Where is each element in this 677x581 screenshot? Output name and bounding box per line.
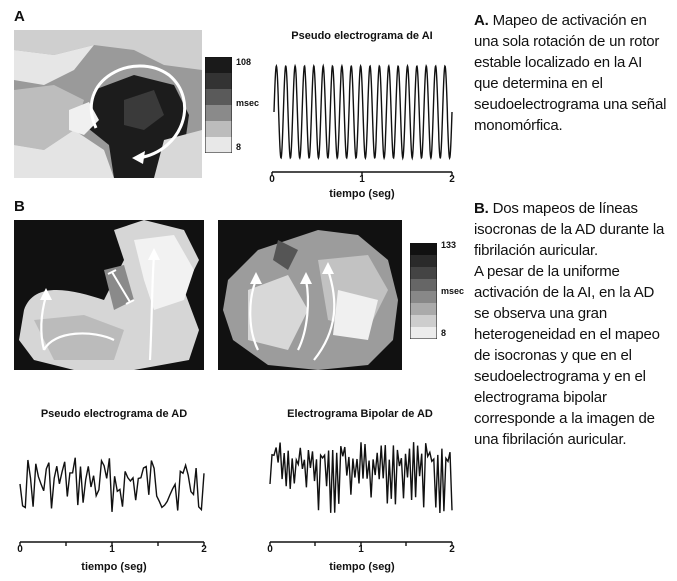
caption-a: A. Mapeo de activación en una sola rotac… (474, 10, 670, 136)
trace-b-left-tick-0: 0 (17, 544, 23, 555)
trace-b-right-tick-1: 1 (358, 544, 364, 555)
trace-b-left-tick-1: 1 (109, 544, 115, 555)
caption-b-lead: B. (474, 200, 489, 217)
scale-a-max: 108 (236, 57, 252, 67)
trace-a-tick-0: 0 (269, 174, 275, 185)
isochrone-map-b-left (14, 220, 204, 370)
trace-a-tick-1: 1 (359, 174, 365, 185)
panel-b-label: B (14, 198, 25, 215)
trace-b-right-title: Electrograma Bipolar de AD (287, 408, 433, 420)
trace-a (271, 63, 453, 176)
scale-a-unit: msec (236, 98, 260, 108)
trace-b-right-tick-0: 0 (267, 544, 273, 555)
isochrone-map-b-right (218, 220, 402, 370)
trace-b-left (19, 457, 205, 546)
caption-b: B. Dos mapeos de líneas isocronas de la … (474, 198, 670, 450)
trace-b-right-tick-2: 2 (449, 544, 455, 555)
activation-map-a (14, 30, 202, 178)
scale-a-min: 8 (236, 142, 242, 152)
trace-a-axis-label: tiempo (seg) (329, 188, 395, 200)
caption-a-lead: A. (474, 12, 489, 29)
trace-a-title: Pseudo electrograma de AI (291, 30, 433, 42)
scale-bar-a (205, 57, 232, 153)
trace-b-left-axis-label: tiempo (seg) (81, 561, 147, 573)
caption-b-body: Dos mapeos de líneas isocronas de la AD … (474, 200, 665, 448)
scale-b-unit: msec (441, 286, 465, 296)
trace-b-right (269, 442, 453, 546)
scale-b-max: 133 (441, 240, 457, 250)
panel-a-label: A (14, 8, 25, 25)
trace-b-left-title: Pseudo electrograma de AD (40, 408, 188, 420)
trace-b-right-axis-label: tiempo (seg) (329, 561, 395, 573)
scale-b-min: 8 (441, 328, 447, 338)
trace-a-tick-2: 2 (449, 174, 455, 185)
trace-b-left-tick-2: 2 (201, 544, 207, 555)
caption-a-body: Mapeo de activación en una sola rotación… (474, 12, 667, 134)
scale-bar-b (410, 243, 437, 339)
